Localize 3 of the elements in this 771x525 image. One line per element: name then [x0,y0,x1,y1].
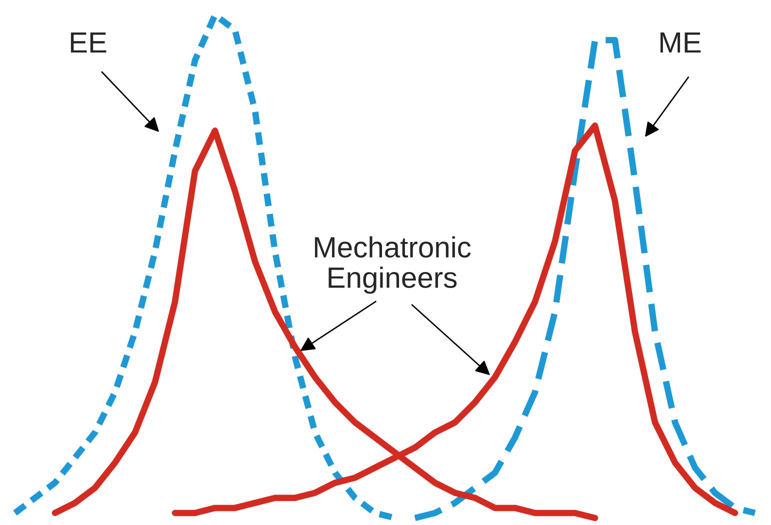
annotation: EE [70,32,106,53]
annotation: ME [660,32,701,53]
annotation: Mechatronic Engineers [314,236,471,294]
